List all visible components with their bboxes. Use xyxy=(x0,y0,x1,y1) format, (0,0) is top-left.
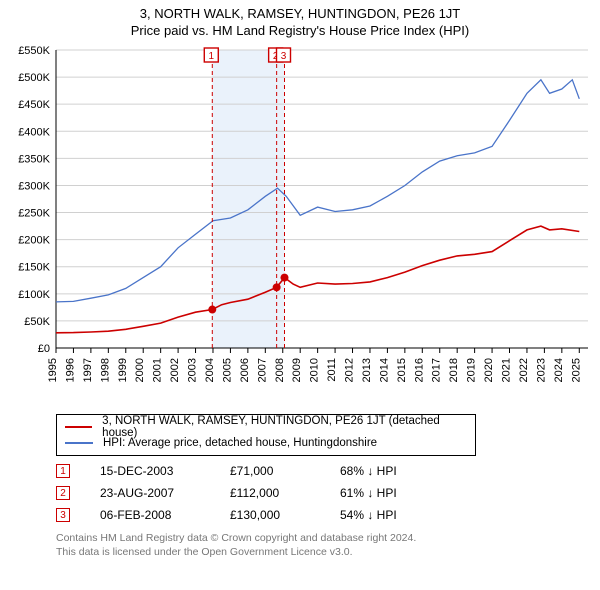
sale-hpi-relative: 68% ↓ HPI xyxy=(340,464,440,478)
y-tick-label: £450K xyxy=(18,99,50,111)
chart-legend: 3, NORTH WALK, RAMSEY, HUNTINGDON, PE26 … xyxy=(56,414,476,456)
sale-number-box: 3 xyxy=(56,508,70,522)
x-tick-label: 1995 xyxy=(47,358,59,382)
x-tick-label: 2014 xyxy=(378,358,390,382)
sales-row: 1 15-DEC-2003 £71,000 68% ↓ HPI xyxy=(56,460,600,482)
x-tick-label: 2019 xyxy=(466,358,478,382)
sale-price: £112,000 xyxy=(230,486,310,500)
y-tick-label: £150K xyxy=(18,262,50,274)
sales-row: 2 23-AUG-2007 £112,000 61% ↓ HPI xyxy=(56,482,600,504)
sale-date: 06-FEB-2008 xyxy=(100,508,200,522)
page-subtitle: Price paid vs. HM Land Registry's House … xyxy=(0,23,600,38)
sale-number-box: 1 xyxy=(56,464,70,478)
sale-marker-dot xyxy=(273,283,281,291)
y-tick-label: £200K xyxy=(18,235,50,247)
attribution-line: This data is licensed under the Open Gov… xyxy=(56,546,576,560)
x-tick-label: 2006 xyxy=(239,358,251,382)
x-tick-label: 2016 xyxy=(413,358,425,382)
y-tick-label: £50K xyxy=(24,316,50,328)
x-tick-label: 1997 xyxy=(82,358,94,382)
y-tick-label: £100K xyxy=(18,289,50,301)
legend-label: HPI: Average price, detached house, Hunt… xyxy=(103,437,377,449)
y-tick-label: £400K xyxy=(18,126,50,138)
x-tick-label: 2005 xyxy=(221,358,233,382)
x-tick-label: 2022 xyxy=(518,358,530,382)
legend-item: 3, NORTH WALK, RAMSEY, HUNTINGDON, PE26 … xyxy=(65,419,467,435)
sales-row: 3 06-FEB-2008 £130,000 54% ↓ HPI xyxy=(56,504,600,526)
sale-date: 15-DEC-2003 xyxy=(100,464,200,478)
y-tick-label: £0 xyxy=(38,343,50,355)
x-tick-label: 2017 xyxy=(431,358,443,382)
x-tick-label: 2024 xyxy=(553,358,565,382)
sale-marker-number: 1 xyxy=(209,51,215,62)
x-tick-label: 2013 xyxy=(361,358,373,382)
sales-table: 1 15-DEC-2003 £71,000 68% ↓ HPI 2 23-AUG-2007… xyxy=(56,460,600,526)
x-tick-label: 1999 xyxy=(117,358,129,382)
marker-band xyxy=(212,50,284,348)
y-tick-label: £300K xyxy=(18,180,50,192)
legend-swatch xyxy=(65,442,93,444)
x-tick-label: 2007 xyxy=(256,358,268,382)
x-tick-label: 2020 xyxy=(483,358,495,382)
x-tick-label: 2021 xyxy=(501,358,513,382)
x-tick-label: 2015 xyxy=(396,358,408,382)
sale-hpi-relative: 61% ↓ HPI xyxy=(340,486,440,500)
x-tick-label: 2000 xyxy=(134,358,146,382)
legend-swatch xyxy=(65,426,92,428)
sale-hpi-relative: 54% ↓ HPI xyxy=(340,508,440,522)
x-tick-label: 2001 xyxy=(152,358,164,382)
x-tick-label: 2011 xyxy=(326,358,338,382)
legend-label: 3, NORTH WALK, RAMSEY, HUNTINGDON, PE26 … xyxy=(102,415,467,439)
sale-price: £130,000 xyxy=(230,508,310,522)
x-tick-label: 2004 xyxy=(204,358,216,382)
x-tick-label: 2003 xyxy=(187,358,199,382)
sale-marker-dot xyxy=(280,274,288,282)
page-title: 3, NORTH WALK, RAMSEY, HUNTINGDON, PE26 … xyxy=(0,6,600,21)
x-tick-label: 1996 xyxy=(64,358,76,382)
y-tick-label: £250K xyxy=(18,208,50,220)
sale-marker-dot xyxy=(208,306,216,314)
sale-number-box: 2 xyxy=(56,486,70,500)
sale-marker-number: 3 xyxy=(281,51,287,62)
price-chart: £0 £50K £100K £150K £200K £250K £300K £350K £400… xyxy=(0,38,600,408)
x-tick-label: 2009 xyxy=(291,358,303,382)
y-tick-label: £500K xyxy=(18,72,50,84)
x-tick-label: 1998 xyxy=(99,358,111,382)
sale-price: £71,000 xyxy=(230,464,310,478)
x-tick-label: 2023 xyxy=(535,358,547,382)
x-tick-label: 2018 xyxy=(448,358,460,382)
attribution-line: Contains HM Land Registry data © Crown c… xyxy=(56,532,576,546)
x-tick-label: 2008 xyxy=(274,358,286,382)
x-tick-label: 2025 xyxy=(570,358,582,382)
y-tick-label: £350K xyxy=(18,153,50,165)
x-tick-label: 2002 xyxy=(169,358,181,382)
sale-date: 23-AUG-2007 xyxy=(100,486,200,500)
y-tick-label: £550K xyxy=(18,45,50,57)
x-tick-label: 2010 xyxy=(309,358,321,382)
attribution-text: Contains HM Land Registry data © Crown c… xyxy=(56,532,576,567)
x-tick-label: 2012 xyxy=(344,358,356,382)
